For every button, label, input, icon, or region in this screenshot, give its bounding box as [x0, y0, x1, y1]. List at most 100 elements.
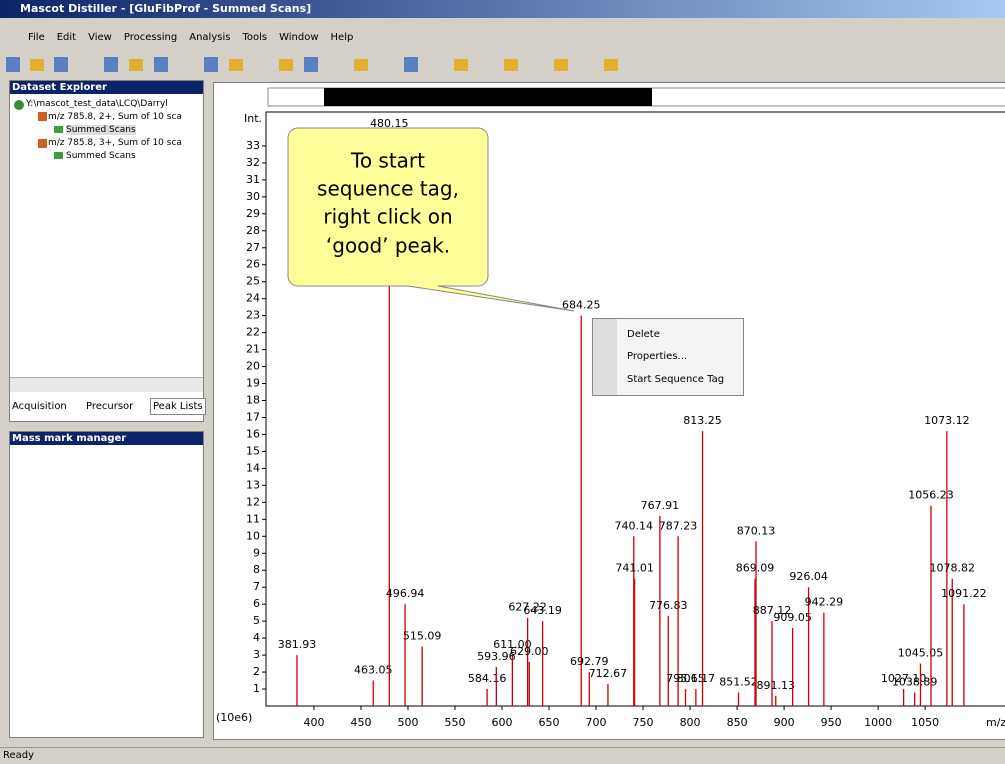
window-title: Mascot Distiller - [GluFibProf - Summed … [20, 2, 312, 15]
tree-item[interactable]: Summed Scans [66, 151, 136, 161]
x-tick-label: 900 [774, 716, 795, 729]
peak-label: 1038.89 [892, 675, 938, 688]
panel-title: Dataset Explorer [10, 81, 203, 94]
tree-item[interactable]: m/z 785.8, 3+, Sum of 10 sca [48, 138, 182, 148]
plot-area: 1234567891011121314151617181920212223242… [246, 117, 987, 729]
spectrum-view: Int. (10e6) m/z 123456789101112131415161… [213, 82, 1005, 740]
toolbar-icons [6, 57, 618, 72]
peak-label: 381.93 [278, 638, 317, 651]
x-axis-label: m/z [986, 716, 1005, 729]
menu-item[interactable]: Start Sequence Tag [627, 374, 725, 385]
y-tick-label: 14 [246, 461, 260, 474]
peak-label: 891.13 [757, 679, 796, 692]
menu-item[interactable]: Delete [627, 329, 660, 340]
menu-gutter [593, 319, 617, 395]
peak-label: 1056.23 [908, 489, 954, 502]
peak-label: 795.15 [666, 672, 705, 685]
y-tick-label: 5 [253, 614, 260, 627]
y-tick-label: 11 [246, 512, 260, 525]
y-tick-label: 33 [246, 139, 260, 152]
overview-window [324, 88, 652, 106]
menu-item[interactable]: Tools [242, 32, 268, 43]
y-tick-label: 18 [246, 394, 260, 407]
menu-item[interactable]: Edit [56, 32, 77, 43]
y-tick-label: 29 [246, 207, 260, 220]
menu-item[interactable]: Properties... [627, 351, 688, 362]
peak-label: 463.05 [354, 664, 393, 677]
tree-item[interactable]: m/z 785.8, 2+, Sum of 10 sca [48, 112, 182, 122]
y-tick-label: 19 [246, 377, 260, 390]
context-menu: Delete Properties... Start Sequence Tag [592, 318, 744, 396]
callout-text: ‘good’ peak. [326, 234, 450, 258]
peak-label: 870.13 [737, 524, 776, 537]
x-tick-label: 700 [586, 716, 607, 729]
peak-label: 887.12 [753, 604, 792, 617]
x-tick-label: 400 [303, 716, 324, 729]
y-tick-label: 16 [246, 427, 260, 440]
callout [287, 127, 575, 312]
y-tick-label: 26 [246, 258, 260, 271]
menu-item[interactable]: File [28, 32, 45, 43]
x-tick-label: 600 [492, 716, 513, 729]
panel-title: Mass mark manager [10, 432, 203, 445]
y-unit-label: (10e6) [216, 711, 252, 724]
peak-label: 787.23 [659, 519, 698, 532]
callout-text: sequence tag, [317, 177, 459, 201]
menu-item[interactable]: Analysis [189, 32, 231, 43]
peak-label: 593.96 [477, 650, 516, 663]
dataset-explorer: Dataset Explorer Y:\mascot_test_data\LCQ… [9, 80, 204, 422]
peak-label: 926.04 [789, 570, 828, 583]
x-tick-label: 650 [539, 716, 560, 729]
peak-label: 712.67 [589, 667, 628, 680]
peak-label: 611.00 [493, 638, 532, 651]
x-tick-label: 450 [350, 716, 371, 729]
menu-item[interactable]: View [88, 32, 112, 43]
y-tick-label: 30 [246, 190, 260, 203]
y-tick-label: 27 [246, 241, 260, 254]
x-tick-label: 550 [444, 716, 465, 729]
x-tick-label: 1000 [864, 716, 892, 729]
title-bar: Mascot Distiller - [GluFibProf - Summed … [0, 0, 1005, 18]
y-tick-label: 4 [253, 631, 260, 644]
toolbar [4, 54, 704, 76]
y-tick-label: 9 [253, 546, 260, 559]
peak-label: 813.25 [683, 414, 722, 427]
tree-item[interactable]: Y:\mascot_test_data\LCQ\Darryl [26, 99, 168, 109]
y-tick-label: 21 [246, 343, 260, 356]
y-tick-label: 28 [246, 224, 260, 237]
peak-label: 643.19 [523, 604, 562, 617]
peak-label: 1045.05 [898, 647, 944, 660]
peak-label: 684.25 [562, 299, 601, 312]
y-axis-label: Int. [244, 112, 262, 125]
peak-label: 496.94 [386, 587, 425, 600]
y-tick-label: 1 [253, 682, 260, 695]
tab[interactable]: Acquisition [12, 401, 67, 412]
peak-label: 741.01 [615, 562, 654, 575]
scrollbar[interactable] [10, 377, 203, 392]
y-tick-label: 7 [253, 580, 260, 593]
menu-item[interactable]: Window [279, 32, 319, 43]
peak-label: 515.09 [403, 630, 442, 643]
menu-item[interactable]: Processing [123, 32, 178, 43]
tab[interactable]: Peak Lists [150, 398, 206, 415]
x-tick-label: 750 [633, 716, 654, 729]
callout-text: To start [350, 149, 425, 173]
y-tick-label: 24 [246, 292, 260, 305]
y-tick-label: 17 [246, 410, 260, 423]
y-tick-label: 3 [253, 648, 260, 661]
peak-label: 480.15 [370, 117, 409, 130]
peak-label: 851.52 [719, 675, 758, 688]
peak-label: 806.17 [677, 672, 716, 685]
y-tick-label: 23 [246, 309, 260, 322]
peak-label: 584.16 [468, 672, 507, 685]
peak-label: 909.05 [773, 611, 812, 624]
y-tick-label: 2 [253, 665, 260, 678]
peak-label: 942.29 [805, 596, 844, 609]
tab[interactable]: Precursor [86, 401, 134, 412]
x-tick-label: 850 [727, 716, 748, 729]
menu-item[interactable]: Help [330, 32, 354, 43]
peak-label: 1078.82 [929, 562, 975, 575]
tree-item[interactable]: Summed Scans [66, 125, 136, 135]
y-tick-label: 8 [253, 563, 260, 576]
